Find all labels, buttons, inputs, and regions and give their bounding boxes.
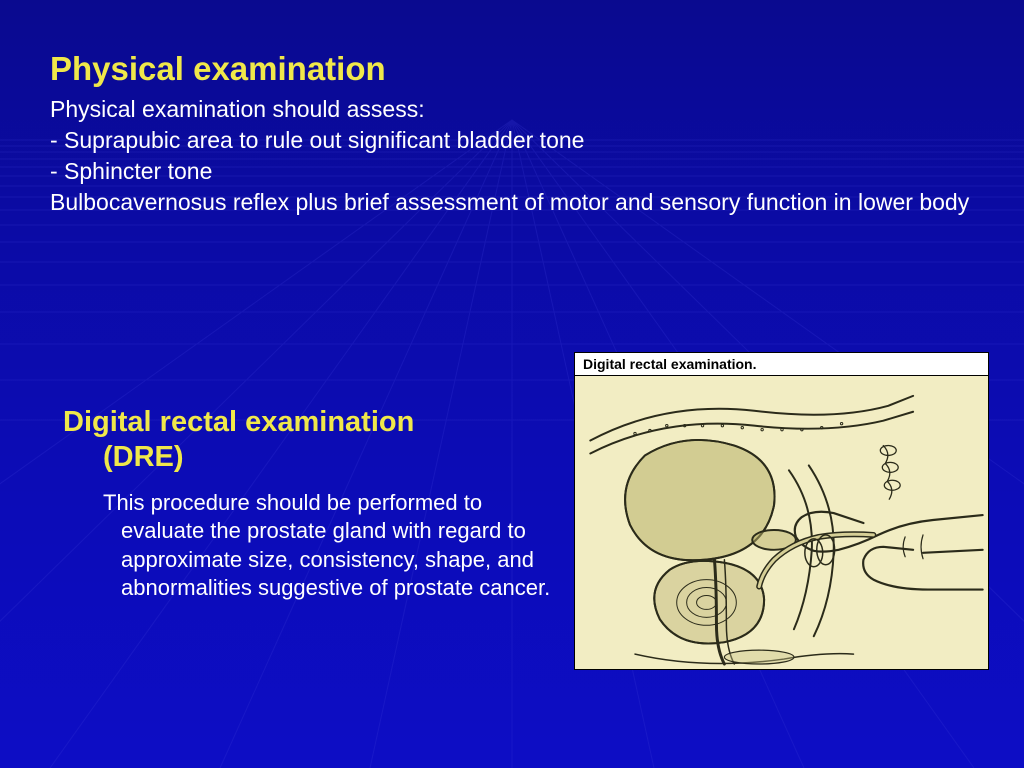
figure-caption: Digital rectal examination. bbox=[575, 353, 988, 376]
body-line: - Sphincter tone bbox=[50, 156, 974, 187]
dre-title-line1: Digital rectal examination bbox=[63, 406, 414, 438]
body-line: Physical examination should assess: bbox=[50, 94, 974, 125]
section-title: Physical examination bbox=[50, 50, 974, 88]
dre-title: Digital rectal examination (DRE) bbox=[63, 405, 553, 475]
dre-figure: Digital rectal examination. bbox=[574, 352, 989, 670]
body-line: Bulbocavernosus reflex plus brief assess… bbox=[50, 187, 974, 218]
body-line: - Suprapubic area to rule out significan… bbox=[50, 125, 974, 156]
dre-paragraph: This procedure should be performed to ev… bbox=[81, 489, 553, 603]
dre-section: Digital rectal examination (DRE) This pr… bbox=[63, 405, 553, 603]
figure-illustration bbox=[575, 376, 988, 668]
physical-exam-section: Physical examination Physical examinatio… bbox=[50, 50, 974, 218]
dre-title-line2: (DRE) bbox=[63, 440, 553, 475]
